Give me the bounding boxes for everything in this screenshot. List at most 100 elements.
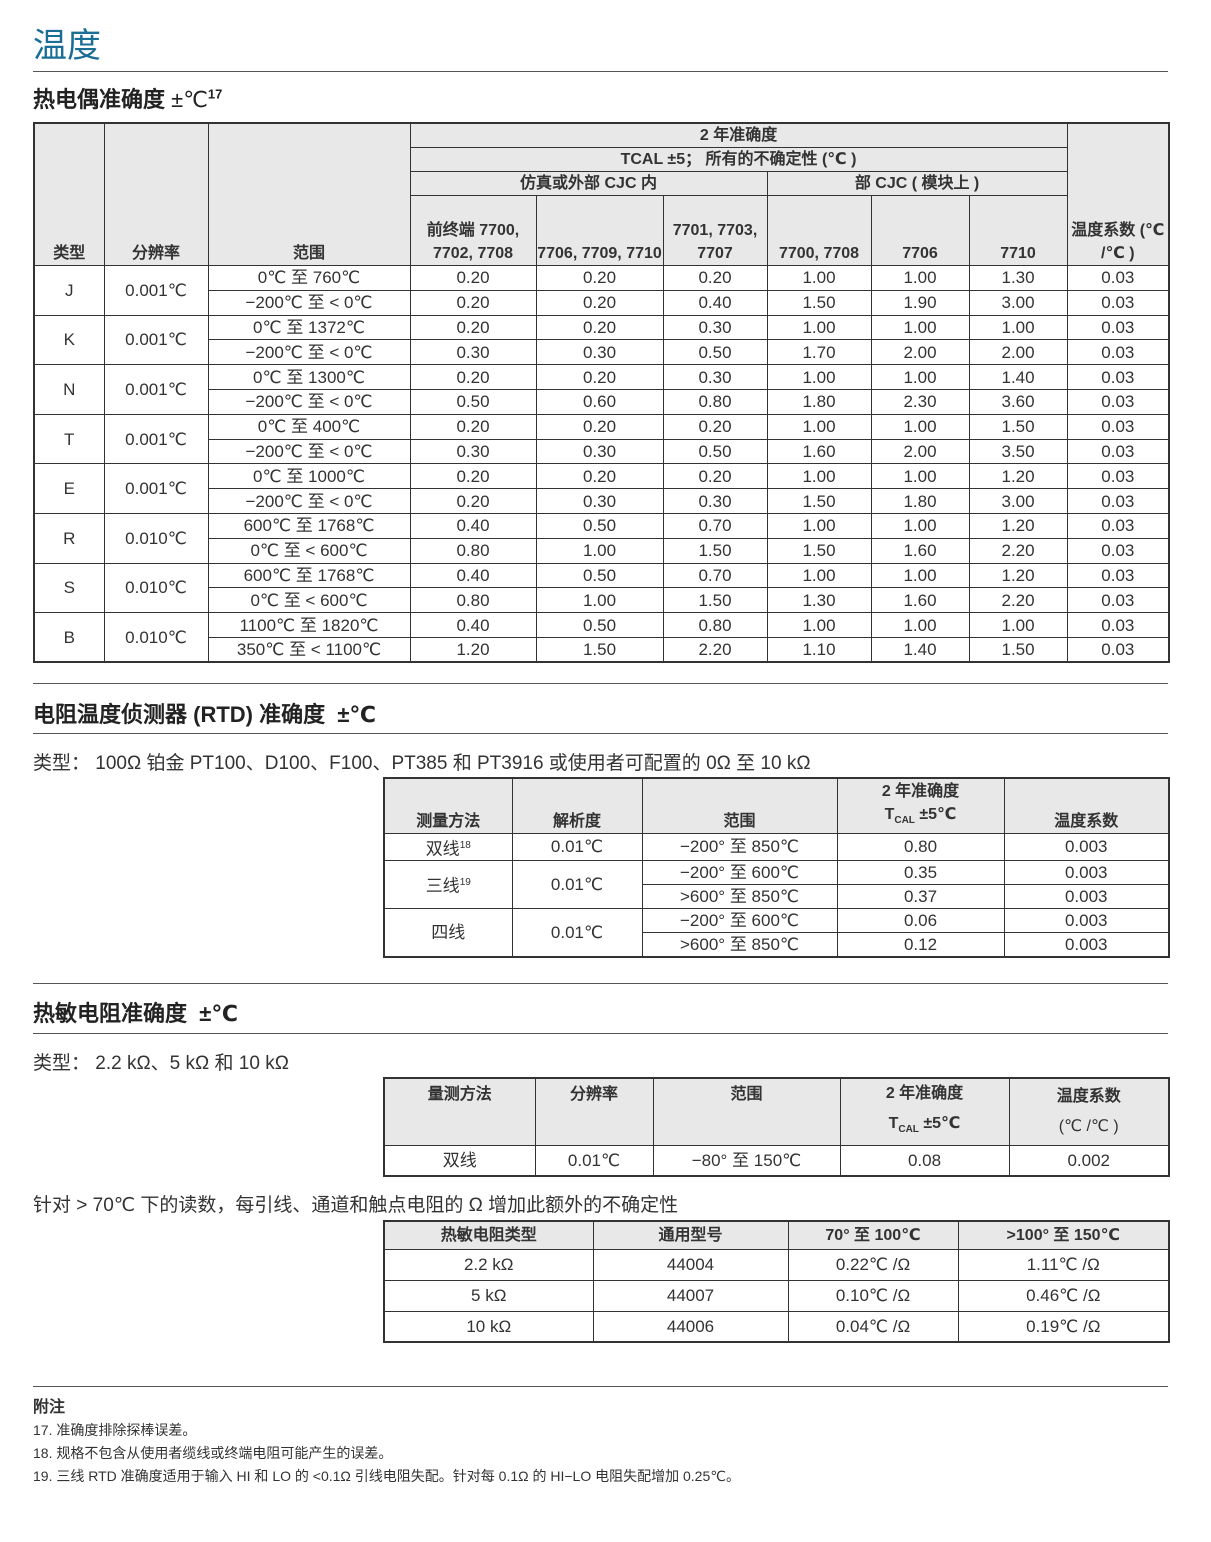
value-cell: 0.003 (1003, 832, 1170, 862)
range-cell: >600° 至 850℃ (641, 884, 838, 910)
value-cell: 0.20 (409, 265, 537, 291)
cell: 1.11℃ /Ω (957, 1248, 1170, 1281)
table-cell: 0.01℃ (534, 1145, 654, 1177)
value-cell: 1.50 (968, 636, 1068, 663)
value-cell: 1.50 (766, 537, 872, 564)
type-cell: E (33, 463, 105, 514)
type-cell: N (33, 364, 105, 415)
thermocouple-heading: 热电偶准确度 ±℃17 (33, 86, 223, 112)
column-header: >100° 至 150℃ (957, 1220, 1170, 1250)
cell: 0.10℃ /Ω (787, 1279, 959, 1312)
table-row: 0℃ 至 < 600℃ 0.80 1.00 1.50 1.30 1.60 2.20 0.03 (34, 587, 1170, 614)
table-row: −200℃ 至 < 0℃ 0.30 0.30 0.50 1.70 2.00 2.00 0.03 (34, 339, 1170, 366)
value-cell: 0.20 (409, 488, 537, 514)
table-cell: 范围 (652, 1077, 841, 1147)
value-cell: 1.20 (409, 636, 537, 663)
value-cell: 0.03 (1066, 612, 1170, 638)
resolution-cell: 0.01℃ (511, 860, 643, 910)
value-cell: 1.50 (662, 537, 768, 564)
value-cell: 0.30 (409, 438, 537, 465)
value-cell: 0.03 (1066, 562, 1170, 589)
value-cell: 0.20 (662, 265, 768, 291)
table-row: 四线 0.01℃ −200° 至 600℃ 0.06 0.003 (383, 908, 1170, 958)
table-row: 350℃ 至 < 1100℃ 1.20 1.50 2.20 1.10 1.40 1.50 0.… (34, 636, 1170, 663)
value-cell: 1.00 (870, 512, 970, 539)
col-sim-cjc: 仿真或外部 CJC 内 (409, 171, 768, 196)
value-cell: 0.40 (409, 512, 537, 539)
value-cell: 0.30 (535, 438, 664, 465)
value-cell: 0.70 (662, 512, 768, 539)
value-cell: 1.50 (766, 488, 872, 514)
resolution-cell: 0.001℃ (103, 314, 209, 366)
table-cell: 7700, 7708 (766, 195, 872, 266)
cell: 0.19℃ /Ω (957, 1310, 1170, 1343)
method-cell: 双线18 (383, 832, 513, 862)
value-cell: 1.00 (766, 364, 872, 390)
value-cell: 1.20 (968, 512, 1068, 539)
rtd-type-text: 类型： 100Ω 铂金 PT100、D100、F100、PT385 和 PT39… (33, 753, 811, 774)
table-cell: 0.08 (839, 1145, 1010, 1177)
value-cell: 1.60 (766, 438, 872, 465)
value-cell: 0.50 (535, 512, 664, 539)
value-cell: 0.03 (1066, 388, 1170, 415)
range-cell: −200° 至 600℃ (641, 908, 838, 934)
value-cell: 3.50 (968, 438, 1068, 465)
value-cell: 0.03 (1066, 537, 1170, 564)
cell: 10 kΩ (383, 1310, 594, 1343)
table-row: −200℃ 至 < 0℃ 0.50 0.60 0.80 1.80 2.30 3.60 0.03 (34, 388, 1170, 415)
value-cell: 0.12 (836, 932, 1005, 958)
cell: 5 kΩ (383, 1279, 594, 1312)
range-cell: −200° 至 850℃ (641, 832, 838, 862)
table-row: >600° 至 850℃ 0.12 0.003 (384, 932, 1170, 958)
value-cell: 0.20 (535, 364, 664, 390)
table-cell: 2 年准确度 TCAL ±5℃ (836, 777, 1005, 834)
value-cell: 0.50 (535, 612, 664, 638)
table-row: S 0.010℃ 600℃ 至 1768℃ 0.40 0.50 0.70 1.00 1.00 1… (33, 562, 1170, 614)
value-cell: 0.03 (1066, 636, 1170, 663)
value-cell: 0.80 (662, 612, 768, 638)
value-cell: 1.00 (766, 463, 872, 490)
value-cell: 1.00 (968, 314, 1068, 341)
value-cell: 0.60 (535, 388, 664, 415)
value-cell: 0.80 (409, 537, 537, 564)
range-cell: −200° 至 600℃ (641, 860, 838, 886)
col-resolution: 分辨率 (103, 122, 209, 266)
table-cell: 量测方法 (383, 1077, 536, 1147)
value-cell: 0.20 (535, 289, 664, 316)
table-row: >600° 至 850℃ 0.37 0.003 (384, 884, 1170, 910)
page-title: 温度 (33, 27, 101, 65)
value-cell: 1.00 (870, 562, 970, 589)
value-cell: 1.00 (968, 612, 1068, 638)
thermistor-table: 量测方法 分辨率 范围 2 年准确度 TCAL ±5℃ 温度系数 (℃ /℃ ) 双线 0.0… (383, 1077, 1170, 1177)
value-cell: 1.00 (766, 413, 872, 440)
value-cell: 1.00 (870, 265, 970, 291)
resolution-cell: 0.001℃ (103, 463, 209, 514)
value-cell: 0.50 (409, 388, 537, 415)
value-cell: 0.03 (1066, 413, 1170, 440)
value-cell: 0.35 (836, 860, 1005, 886)
resolution-cell: 0.010℃ (103, 562, 209, 614)
table-row: −200℃ 至 < 0℃ 0.20 0.30 0.30 1.50 1.80 3.00 0.03 (34, 488, 1170, 514)
value-cell: 0.50 (662, 339, 768, 366)
value-cell: 3.00 (968, 289, 1068, 316)
range-cell: 1100℃ 至 1820℃ (207, 612, 411, 638)
table-cell: 0.002 (1008, 1145, 1170, 1177)
cell: 2.2 kΩ (383, 1248, 594, 1281)
thermistor-extra-table: 热敏电阻类型 通用型号 70° 至 100℃ >100° 至 150℃ 2.2 kΩ 4… (383, 1220, 1170, 1343)
value-cell: 1.00 (766, 512, 872, 539)
cell: 0.46℃ /Ω (957, 1279, 1170, 1312)
table-cell: 前终端 7700, 7702, 7708 (409, 195, 537, 266)
table-cell: 7701, 7703, 7707 (662, 195, 768, 266)
table-cell: 双线 (383, 1145, 536, 1177)
type-cell: K (33, 314, 105, 366)
value-cell: 2.20 (662, 636, 768, 663)
value-cell: 1.00 (870, 612, 970, 638)
value-cell: 1.00 (766, 562, 872, 589)
table-row: B 0.010℃ 1100℃ 至 1820℃ 0.40 0.50 0.80 1.00 1.00… (33, 612, 1170, 663)
value-cell: 1.00 (870, 364, 970, 390)
value-cell: 3.60 (968, 388, 1068, 415)
range-cell: −200℃ 至 < 0℃ (207, 289, 411, 316)
value-cell: 0.20 (662, 413, 768, 440)
value-cell: 2.00 (870, 339, 970, 366)
value-cell: 0.03 (1066, 314, 1170, 341)
